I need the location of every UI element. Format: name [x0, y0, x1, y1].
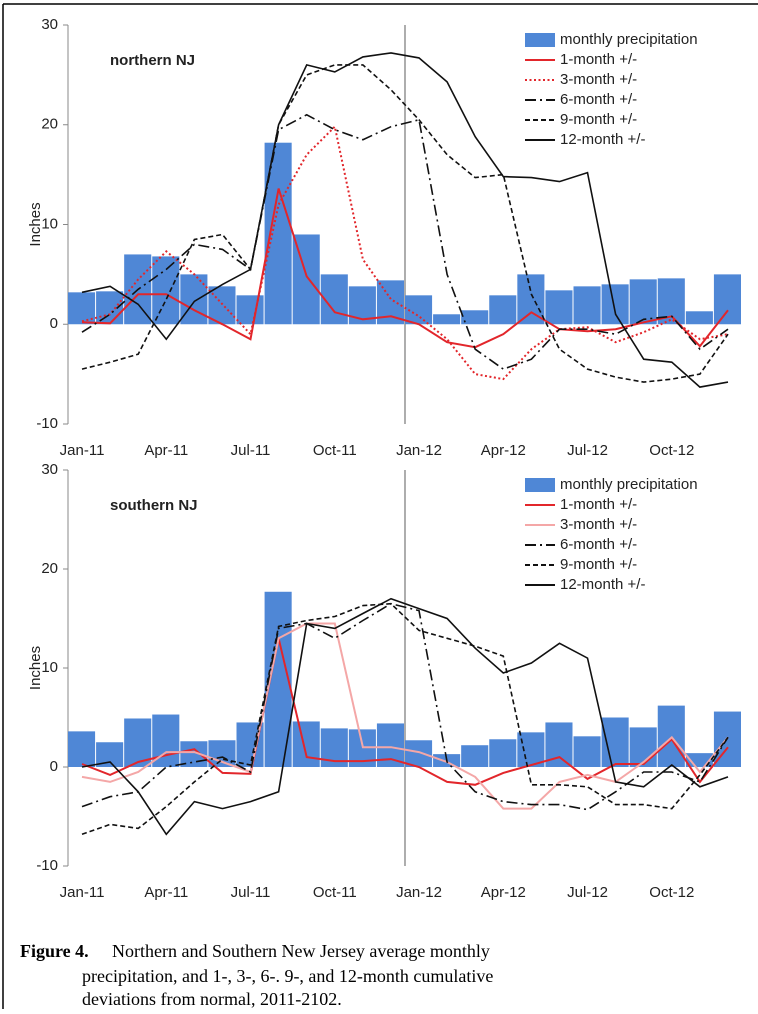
x-tick-label: Jan-11: [60, 884, 105, 901]
y-tick-label: 30: [41, 16, 58, 33]
y-tick-label: -10: [36, 415, 58, 432]
bar: [433, 314, 461, 325]
x-tick-label: Jan-12: [396, 884, 442, 901]
y-tick-label: 30: [41, 461, 58, 478]
y-tick-label: 0: [50, 315, 58, 332]
bar: [68, 731, 96, 767]
bar: [264, 142, 292, 325]
bar: [629, 279, 657, 325]
y-tick-label: 10: [41, 659, 58, 676]
x-tick-label: Apr-12: [481, 442, 526, 459]
bar: [180, 274, 208, 325]
legend-label: 1-month +/-: [560, 496, 637, 513]
caption-line: deviations from normal, 2011-2102.: [82, 989, 342, 1009]
panel-label: southern NJ: [110, 497, 198, 514]
legend-label: 3-month +/-: [560, 516, 637, 533]
bar: [461, 745, 489, 767]
y-tick-label: 0: [50, 758, 58, 775]
bar: [573, 736, 601, 767]
panel-label: northern NJ: [110, 52, 195, 69]
legend-label: 3-month +/-: [560, 71, 637, 88]
bar: [573, 286, 601, 325]
line-series: [81, 52, 729, 388]
line-series: [81, 602, 729, 836]
bar: [405, 740, 433, 767]
x-tick-label: Oct-11: [313, 884, 357, 901]
x-tick-label: Oct-11: [313, 442, 357, 459]
legend-label: 12-month +/-: [560, 576, 645, 593]
x-tick-label: Jan-12: [396, 442, 442, 459]
bar: [68, 292, 96, 325]
legend-label: monthly precipitation: [560, 476, 698, 493]
bar: [657, 705, 685, 767]
x-tick-label: Jul-11: [231, 442, 271, 459]
bar: [489, 295, 517, 325]
line-series: [81, 113, 729, 370]
bar: [517, 274, 545, 325]
y-tick-label: -10: [36, 857, 58, 874]
bar: [461, 310, 489, 325]
x-tick-label: Jul-12: [567, 884, 608, 901]
bar: [601, 717, 629, 767]
x-tick-label: Apr-11: [144, 884, 188, 901]
line-series: [81, 602, 729, 811]
y-tick-label: 20: [41, 116, 58, 133]
x-tick-label: Oct-12: [649, 442, 694, 459]
legend-label: monthly precipitation: [560, 31, 698, 48]
legend-label: 9-month +/-: [560, 556, 637, 573]
bar: [601, 284, 629, 325]
bar: [489, 739, 517, 767]
legend-swatch: [525, 478, 555, 492]
bar: [236, 295, 264, 325]
y-tick-label: 20: [41, 560, 58, 577]
bar: [96, 291, 124, 325]
bar: [629, 727, 657, 767]
line-series: [81, 638, 729, 786]
x-tick-label: Apr-12: [481, 884, 526, 901]
x-tick-label: Jan-11: [60, 442, 105, 459]
legend-label: 6-month +/-: [560, 91, 637, 108]
line-series: [81, 622, 729, 810]
bar: [545, 290, 573, 325]
line-series: [81, 64, 729, 383]
bar: [685, 311, 713, 325]
bar: [713, 274, 741, 325]
y-axis-label: Inches: [27, 646, 44, 690]
line-series: [81, 124, 729, 381]
legend-label: 1-month +/-: [560, 51, 637, 68]
bar: [517, 732, 545, 767]
bar: [292, 721, 320, 767]
x-tick-label: Jul-11: [231, 884, 271, 901]
line-series: [81, 597, 729, 836]
x-tick-label: Jul-12: [567, 442, 608, 459]
caption-line: Northern and Southern New Jersey average…: [112, 941, 490, 961]
legend-label: 12-month +/-: [560, 131, 645, 148]
legend-label: 6-month +/-: [560, 536, 637, 553]
y-tick-label: 10: [41, 215, 58, 232]
legend-swatch: [525, 33, 555, 47]
bar: [152, 256, 180, 325]
caption-label: Figure 4.: [20, 941, 89, 961]
caption-line: precipitation, and 1-, 3-, 6-. 9-, and 1…: [82, 966, 493, 986]
legend-label: 9-month +/-: [560, 111, 637, 128]
bar: [208, 740, 236, 767]
x-tick-label: Oct-12: [649, 884, 694, 901]
x-tick-label: Apr-11: [144, 442, 188, 459]
y-axis-label: Inches: [27, 202, 44, 246]
